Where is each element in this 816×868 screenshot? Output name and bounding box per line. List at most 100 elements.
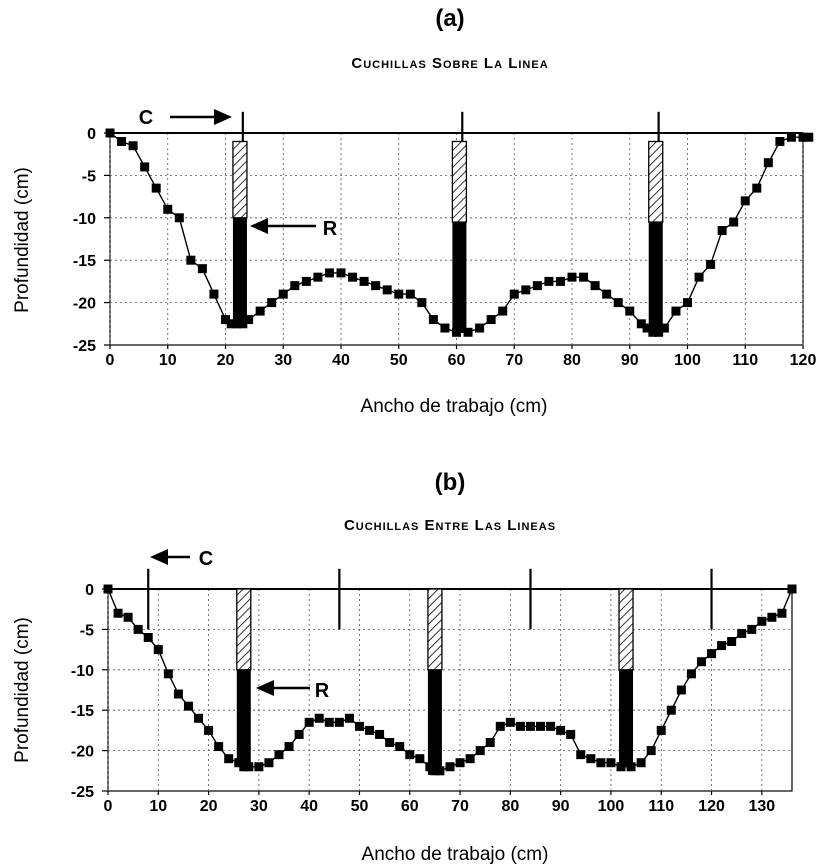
data-point (234, 758, 244, 768)
data-point (707, 649, 717, 659)
data-point (636, 758, 646, 768)
data-point (163, 204, 173, 214)
plot-frame (107, 588, 793, 792)
data-point (576, 750, 586, 760)
data-point (486, 315, 496, 325)
data-point (671, 306, 681, 316)
data-point (405, 750, 415, 760)
data-point (194, 713, 204, 723)
data-point (278, 289, 288, 299)
data-point (113, 608, 123, 618)
x-tick-label: 50 (351, 798, 369, 815)
data-point (737, 628, 747, 638)
annotation-c-arrowhead-a (214, 109, 232, 125)
data-point (301, 276, 311, 286)
annotation-r-arrowhead-b (256, 680, 274, 696)
data-point (767, 612, 777, 622)
data-point (546, 721, 556, 731)
data-point (163, 669, 173, 679)
data-point (521, 285, 531, 295)
data-point (314, 713, 324, 723)
x-axis-label-b: Ancho de trabajo (cm) (362, 844, 549, 865)
x-tick-label: 130 (748, 798, 775, 815)
annotation-c-a: C (139, 107, 232, 129)
y-tick-label: -15 (73, 253, 96, 270)
plot-objects-a (105, 111, 814, 337)
data-point (214, 742, 224, 752)
data-point (676, 685, 686, 695)
x-ticks-a: 0 10 20 30 40 50 60 70 80 90 100 110 120 (106, 345, 816, 369)
annotation-r-label-a: R (323, 218, 338, 240)
data-point (133, 624, 143, 634)
data-point (586, 754, 596, 764)
data-point (239, 762, 249, 772)
tine-hatched (236, 588, 252, 671)
data-point (532, 281, 542, 291)
data-point (515, 721, 525, 731)
chart-panel-a: (a) Cuchillas Sobre La Linea 0 10 20 30 40 50… (12, 5, 816, 417)
data-point (405, 289, 415, 299)
plot-objects-b (103, 568, 797, 776)
data-point (740, 196, 750, 206)
data-point (435, 766, 445, 776)
data-point (173, 689, 183, 699)
data-point (359, 276, 369, 286)
tine-hatched (451, 140, 468, 223)
y-tick-label: -25 (73, 338, 96, 355)
data-point (324, 268, 334, 278)
data-point (798, 132, 808, 142)
data-point (394, 289, 404, 299)
chart-title-b: Cuchillas Entre Las Lineas (344, 517, 556, 534)
data-point (334, 717, 344, 727)
data-point (284, 742, 294, 752)
grid-b (107, 588, 793, 792)
tine-hatched (427, 588, 443, 671)
data-point (485, 738, 495, 748)
x-tick-label: 80 (563, 352, 581, 369)
data-point (646, 746, 656, 756)
x-tick-label: 0 (104, 798, 113, 815)
y-tick-label: -20 (71, 744, 94, 761)
data-point (232, 319, 242, 329)
data-point (757, 616, 767, 626)
y-tick-label: -10 (71, 663, 94, 680)
data-point (463, 327, 473, 337)
data-point (254, 762, 264, 772)
data-point (123, 612, 133, 622)
data-point (440, 323, 450, 333)
x-tick-label: 50 (390, 352, 408, 369)
data-point (659, 323, 669, 333)
data-point (505, 717, 515, 727)
x-ticks-b: 0 10 20 30 40 50 60 70 80 90 100 110 120 130 (104, 791, 775, 815)
annotation-r-label-b: R (315, 680, 330, 702)
data-point (544, 276, 554, 286)
annotation-r-b: R (256, 680, 330, 702)
data-point (375, 729, 385, 739)
x-tick-label: 110 (648, 798, 674, 815)
tine-solid (619, 669, 634, 767)
data-point (475, 746, 485, 756)
data-point (382, 285, 392, 295)
data-point (140, 162, 150, 172)
data-point (455, 758, 465, 768)
y-ticks-a: 0 -5 -10 -15 -20 -25 (73, 126, 110, 355)
x-tick-label: 10 (159, 352, 177, 369)
tine-hatched (232, 140, 248, 219)
data-point (556, 725, 566, 735)
tine-solid (427, 669, 442, 775)
data-point (128, 141, 138, 151)
data-point (415, 754, 425, 764)
x-tick-label: 40 (300, 798, 318, 815)
data-point (717, 226, 727, 236)
data-point (151, 183, 161, 193)
data-point (186, 255, 196, 265)
data-point (579, 272, 589, 282)
y-tick-label: -25 (71, 784, 94, 801)
tine-solid (452, 222, 467, 333)
data-point (255, 306, 265, 316)
x-tick-label: 100 (598, 798, 625, 815)
data-point (290, 281, 300, 291)
data-point (425, 762, 435, 772)
data-point (683, 298, 692, 308)
x-tick-label: 30 (250, 798, 268, 815)
